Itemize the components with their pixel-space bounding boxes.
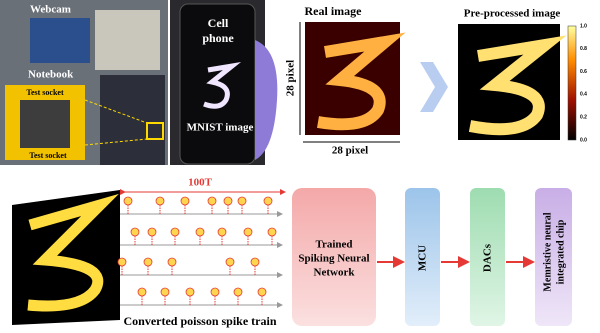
colorbar xyxy=(567,25,577,141)
digit xyxy=(316,32,406,131)
label: DACs xyxy=(482,243,494,272)
spike xyxy=(147,227,157,237)
colorbar-tick-label: 0.4 xyxy=(580,92,587,98)
label: Notebook xyxy=(28,69,74,81)
spike xyxy=(167,257,177,267)
digit xyxy=(27,193,119,312)
digit xyxy=(468,35,567,136)
title: Pre-processed image xyxy=(464,8,561,20)
spike xyxy=(217,227,227,237)
setup-photo xyxy=(0,0,278,165)
spike xyxy=(195,227,205,237)
label: Spiking Neural xyxy=(298,253,369,265)
colorbar-tick-label: 1.0 xyxy=(580,23,587,29)
spike xyxy=(130,227,140,237)
spike xyxy=(185,287,195,297)
spike xyxy=(180,196,190,206)
spike xyxy=(250,257,260,267)
mcu-box xyxy=(405,188,440,326)
label: Trained xyxy=(315,239,352,251)
label: Test socket xyxy=(29,151,67,160)
label: integrated chip xyxy=(555,219,566,284)
colorbar-tick-label: 0.6 xyxy=(580,69,587,75)
label: MNIST image xyxy=(187,122,254,134)
spike xyxy=(237,196,247,206)
chevron xyxy=(420,62,448,112)
spike xyxy=(223,196,233,206)
dac-box xyxy=(470,188,505,326)
label: Cell xyxy=(208,16,229,30)
spike xyxy=(263,196,273,206)
snn-box xyxy=(292,188,376,326)
title: Real image xyxy=(305,4,363,18)
spike xyxy=(137,287,147,297)
spike xyxy=(233,287,243,297)
spike xyxy=(267,227,277,237)
spike xyxy=(243,227,253,237)
label: Network xyxy=(314,267,356,279)
spike xyxy=(123,196,133,206)
axis-label: 28 pixel xyxy=(285,60,297,96)
spike xyxy=(143,257,153,267)
label: MCU xyxy=(417,245,429,271)
spike xyxy=(160,287,170,297)
spike xyxy=(117,257,127,267)
spike xyxy=(155,196,165,206)
colorbar-tick-label: 0.8 xyxy=(580,46,587,52)
caption: Converted poisson spike train xyxy=(123,314,276,328)
spike xyxy=(225,257,235,267)
spike xyxy=(257,287,267,297)
spike xyxy=(210,287,220,297)
colorbar-tick-label: 0.2 xyxy=(580,115,587,121)
label: Memristive neural xyxy=(542,212,553,291)
chip-box xyxy=(535,188,572,326)
label: 100T xyxy=(188,177,213,189)
label: Test socket xyxy=(26,88,64,97)
colorbar-tick-label: 0.0 xyxy=(580,137,587,143)
axis-label: 28 pixel xyxy=(332,145,368,157)
spike xyxy=(170,227,180,237)
spike xyxy=(207,196,217,206)
label: Webcam xyxy=(30,4,71,16)
label: phone xyxy=(202,31,234,45)
